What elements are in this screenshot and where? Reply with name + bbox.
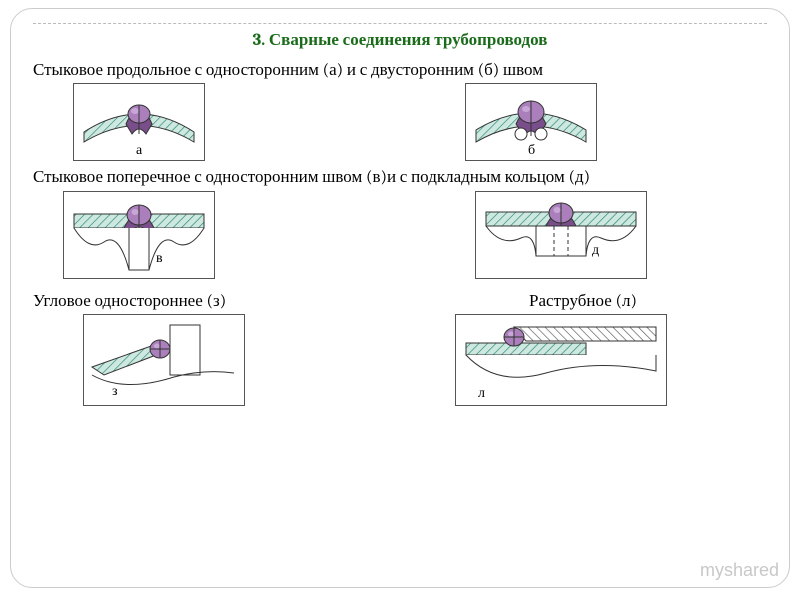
- slide: 3. Сварные соединения трубопроводов Стык…: [10, 8, 790, 588]
- para-1: Стыковое продольное с односторонним (а) …: [33, 60, 767, 81]
- figure-z: з: [83, 314, 245, 406]
- para-3-right: Раструбное (л): [529, 291, 637, 312]
- label-l: л: [478, 384, 485, 401]
- section-title: 3. Сварные соединения трубопроводов: [33, 30, 767, 50]
- figure-a: а: [73, 83, 205, 161]
- figure-b-svg: б: [466, 84, 596, 160]
- figure-row-3: з: [33, 314, 767, 406]
- label-b: б: [528, 141, 535, 158]
- para-3-left: Угловое одностороннее (з): [33, 291, 226, 312]
- watermark: myshared: [700, 560, 779, 581]
- figure-a-svg: а: [74, 84, 204, 160]
- para-3-row: Угловое одностороннее (з) Раструбное (л): [33, 285, 767, 314]
- figure-l: л: [455, 314, 667, 406]
- figure-row-1: а б: [33, 83, 767, 161]
- figure-z-svg: з: [84, 315, 244, 401]
- figure-l-svg: л: [456, 315, 666, 405]
- figure-row-2: в д: [33, 191, 767, 279]
- figure-v-svg: в: [64, 192, 214, 278]
- figure-v: в: [63, 191, 215, 279]
- para-2: Стыковое поперечное с односторонним швом…: [33, 167, 767, 188]
- label-z: з: [112, 382, 118, 399]
- top-rule: [33, 23, 767, 24]
- label-a: а: [136, 141, 143, 158]
- figure-d-svg: д: [476, 192, 646, 278]
- figure-b: б: [465, 83, 597, 161]
- figure-d: д: [475, 191, 647, 279]
- label-v: в: [156, 249, 163, 266]
- label-d: д: [592, 241, 599, 258]
